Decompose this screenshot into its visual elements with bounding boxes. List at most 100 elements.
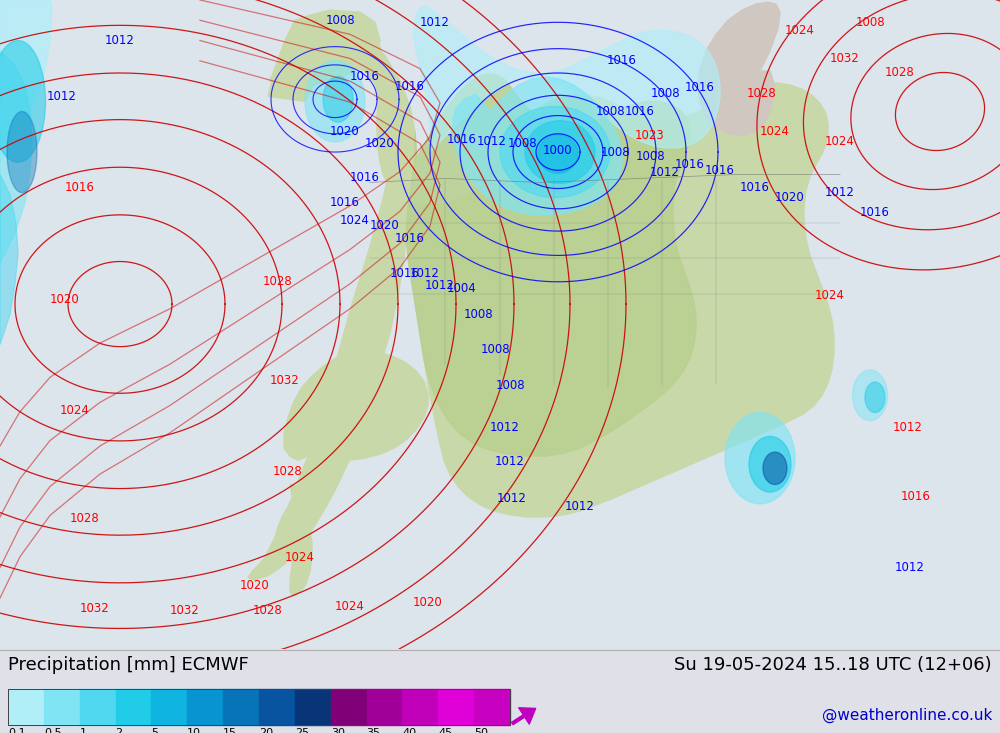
Text: 1016: 1016 [860,207,890,219]
Text: 1012: 1012 [895,561,925,574]
Text: 1032: 1032 [170,604,200,616]
Bar [402,689,438,725]
Ellipse shape [763,452,787,485]
Text: 1016: 1016 [65,181,95,194]
Text: 1008: 1008 [635,150,665,163]
Text: 1024: 1024 [340,215,370,227]
Ellipse shape [305,61,365,142]
Text: 1008: 1008 [600,146,630,158]
Text: 1024: 1024 [825,136,855,148]
Ellipse shape [725,413,795,504]
Text: 1012: 1012 [420,16,450,29]
Text: 1032: 1032 [830,52,860,65]
Text: 1012: 1012 [477,136,507,148]
Text: 1020: 1020 [370,218,400,232]
Text: 1008: 1008 [507,137,537,150]
Polygon shape [284,350,428,460]
Text: 10: 10 [187,728,201,733]
Text: 1012: 1012 [893,421,923,434]
Ellipse shape [323,76,353,122]
Text: 1032: 1032 [80,602,110,615]
Text: 1012: 1012 [410,267,440,280]
Polygon shape [453,77,622,215]
Text: 1012: 1012 [565,501,595,513]
Text: 1016: 1016 [350,171,380,184]
Text: 1028: 1028 [273,465,303,478]
Text: Su 19-05-2024 15..18 UTC (12+06): Su 19-05-2024 15..18 UTC (12+06) [674,656,992,674]
Ellipse shape [7,111,37,193]
Text: 1008: 1008 [463,308,493,321]
Ellipse shape [852,370,888,421]
Text: 1020: 1020 [330,125,360,139]
Text: 1024: 1024 [285,551,315,564]
Text: 1028: 1028 [253,604,283,616]
Polygon shape [270,10,380,86]
Text: 50: 50 [474,728,488,733]
Text: 1024: 1024 [335,600,365,613]
Ellipse shape [0,40,46,162]
Bar [223,689,259,725]
Text: 20: 20 [259,728,273,733]
Text: 1016: 1016 [607,54,637,67]
Text: 1008: 1008 [480,343,510,356]
Text: 1016: 1016 [395,80,425,92]
Polygon shape [0,51,32,264]
Text: 1012: 1012 [47,89,77,103]
Bar [295,689,331,725]
Text: 1020: 1020 [50,292,80,306]
Text: 1012: 1012 [825,186,855,199]
Bar [438,689,474,725]
Text: 1028: 1028 [263,276,293,288]
Text: 1028: 1028 [747,86,777,100]
Text: @weatheronline.co.uk: @weatheronline.co.uk [822,707,992,723]
Text: 35: 35 [367,728,381,733]
Polygon shape [406,74,696,456]
Text: 5: 5 [151,728,158,733]
Text: 40: 40 [402,728,417,733]
Text: 1023: 1023 [635,129,665,142]
Text: 1008: 1008 [325,14,355,27]
Text: 1032: 1032 [270,374,300,386]
Text: 1020: 1020 [240,579,270,592]
Text: 1016: 1016 [705,163,735,177]
Text: 1000: 1000 [542,144,572,157]
Text: 1012: 1012 [490,421,520,434]
Text: 1016: 1016 [330,196,360,209]
Ellipse shape [749,436,791,492]
Text: 1020: 1020 [775,191,805,205]
Ellipse shape [525,121,595,183]
Text: 1004: 1004 [447,282,477,295]
Text: 1024: 1024 [785,24,815,37]
Text: 1028: 1028 [885,67,915,79]
Text: 1: 1 [80,728,87,733]
Polygon shape [414,6,720,152]
Ellipse shape [865,382,885,413]
Bar [187,689,223,725]
Text: 1016: 1016 [685,81,715,94]
Text: 45: 45 [438,728,452,733]
Text: 1016: 1016 [740,181,770,194]
Text: 1008: 1008 [495,379,525,391]
Bar [116,689,151,725]
Ellipse shape [500,106,610,198]
Polygon shape [0,0,52,162]
Text: 30: 30 [331,728,345,733]
Polygon shape [248,18,410,580]
Bar [331,689,367,725]
Text: 1008: 1008 [595,105,625,118]
Text: 1012: 1012 [650,166,680,179]
Bar [367,689,402,725]
Text: 1016: 1016 [390,267,420,280]
Text: 1024: 1024 [60,404,90,417]
Text: 1012: 1012 [105,34,135,47]
Polygon shape [368,26,834,517]
Bar [474,689,510,725]
Bar [44,689,80,725]
Text: 25: 25 [295,728,309,733]
Bar [151,689,187,725]
Polygon shape [290,485,312,596]
Text: 0.1: 0.1 [8,728,26,733]
Text: 1020: 1020 [413,596,443,608]
Bar [259,689,295,725]
Text: 1012: 1012 [497,492,527,505]
